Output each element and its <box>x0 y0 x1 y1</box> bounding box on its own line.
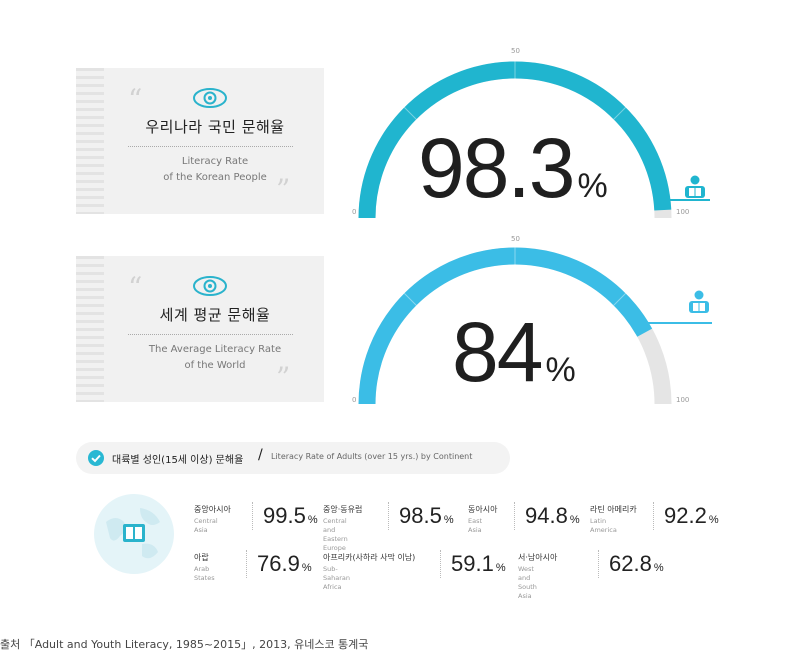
reader-icon <box>689 290 709 313</box>
close-quote-icon: ” <box>276 361 291 394</box>
gauge-segment-line <box>403 106 417 120</box>
region-value-unit: % <box>443 514 454 526</box>
region-value-number: 92.2 <box>664 503 707 528</box>
korea-gauge <box>358 61 672 219</box>
region-name-en: Central and Eastern Europe <box>323 517 348 552</box>
region-value-unit: % <box>307 514 318 526</box>
region-value: 94.8% <box>514 502 580 530</box>
gauge-segment-line <box>613 106 627 120</box>
gauge-segment-line <box>613 292 627 306</box>
notebook-spiral <box>76 68 104 214</box>
gauge-tick-min: 0 <box>352 396 357 404</box>
gauge-tick-max: 100 <box>676 208 690 216</box>
source-note: 출처 「Adult and Youth Literacy, 1985~2015」… <box>0 638 369 651</box>
region-value: 62.8% <box>598 550 664 578</box>
korea-title: 우리나라 국민 문해율 <box>145 118 285 136</box>
korea-subtitle: Literacy Rate of the Korean People <box>163 156 267 183</box>
region-name: 아랍 <box>194 553 209 562</box>
world-value: 84% <box>452 305 576 399</box>
region-value-number: 99.5 <box>263 503 306 528</box>
region-name-en: Arab States <box>194 565 215 582</box>
eye-icon <box>193 88 227 108</box>
check-icon <box>88 450 104 466</box>
continent-title: 대륙별 성인(15세 이상) 문해율 <box>112 455 244 466</box>
close-quote-icon: ” <box>276 173 291 206</box>
region-value-unit: % <box>708 514 719 526</box>
continent-header: 대륙별 성인(15세 이상) 문해율 / Literacy Rate of Ad… <box>76 442 510 474</box>
gauge-tick-max: 100 <box>676 396 690 404</box>
title-slash: / <box>258 447 263 463</box>
region-value-number: 98.5 <box>399 503 442 528</box>
region-value-number: 59.1 <box>451 551 494 576</box>
world-subtitle: The Average Literacy Rate of the World <box>148 344 282 371</box>
region-value-number: 94.8 <box>525 503 568 528</box>
region-value-number: 62.8 <box>609 551 652 576</box>
region-value-unit: % <box>569 514 580 526</box>
gauge-tick-mid: 50 <box>511 47 520 55</box>
region-value-unit: % <box>495 562 506 574</box>
region-name-en: East Asia <box>468 517 483 534</box>
region-name-en: Latin America <box>590 517 617 534</box>
region-name: 동아시아 <box>468 505 498 514</box>
region-name: 중앙아시아 <box>194 505 231 514</box>
divider <box>128 146 293 147</box>
world-card: “ 세계 평균 문해율 The Average Literacy Rate of… <box>76 256 324 402</box>
notebook-spiral <box>76 256 104 402</box>
region-value: 99.5% <box>252 502 318 530</box>
globe-book-icon <box>94 494 174 574</box>
gauge-fill <box>358 61 672 219</box>
world-gauge <box>358 247 672 405</box>
korea-value: 98.3% <box>418 121 608 215</box>
region-value: 98.5% <box>388 502 454 530</box>
reader-desk <box>640 322 712 324</box>
region-value: 59.1% <box>440 550 506 578</box>
world-title: 세계 평균 문해율 <box>159 306 271 324</box>
region-value-number: 76.9 <box>257 551 300 576</box>
region-value-unit: % <box>653 562 664 574</box>
region-value: 76.9% <box>246 550 312 578</box>
region-name: 중앙·동유럽 <box>323 505 363 514</box>
region-name: 아프리카(사하라 사막 이남) <box>323 553 416 562</box>
gauge-fill <box>358 247 653 405</box>
continent-subtitle: Literacy Rate of Adults (over 15 yrs.) b… <box>271 452 473 461</box>
region-value-unit: % <box>301 562 312 574</box>
region-name-en: Sub-Saharan Africa <box>323 565 350 591</box>
region-name-en: Central Asia <box>194 517 218 534</box>
eye-icon <box>193 276 227 296</box>
reader-icon <box>685 175 705 198</box>
region-name: 라틴 아메리카 <box>590 505 637 514</box>
gauge-tick-mid: 50 <box>511 235 520 243</box>
divider <box>128 334 293 335</box>
region-value: 92.2% <box>653 502 719 530</box>
gauge-tick-min: 0 <box>352 208 357 216</box>
region-name: 서·남아시아 <box>518 553 558 562</box>
region-name-en: West and South Asia <box>518 565 537 600</box>
open-quote-icon: “ <box>128 271 143 304</box>
gauge-segment-line <box>403 292 417 306</box>
open-quote-icon: “ <box>128 83 143 116</box>
reader-desk <box>662 199 710 201</box>
korea-card: “ 우리나라 국민 문해율 Literacy Rate of the Korea… <box>76 68 324 214</box>
